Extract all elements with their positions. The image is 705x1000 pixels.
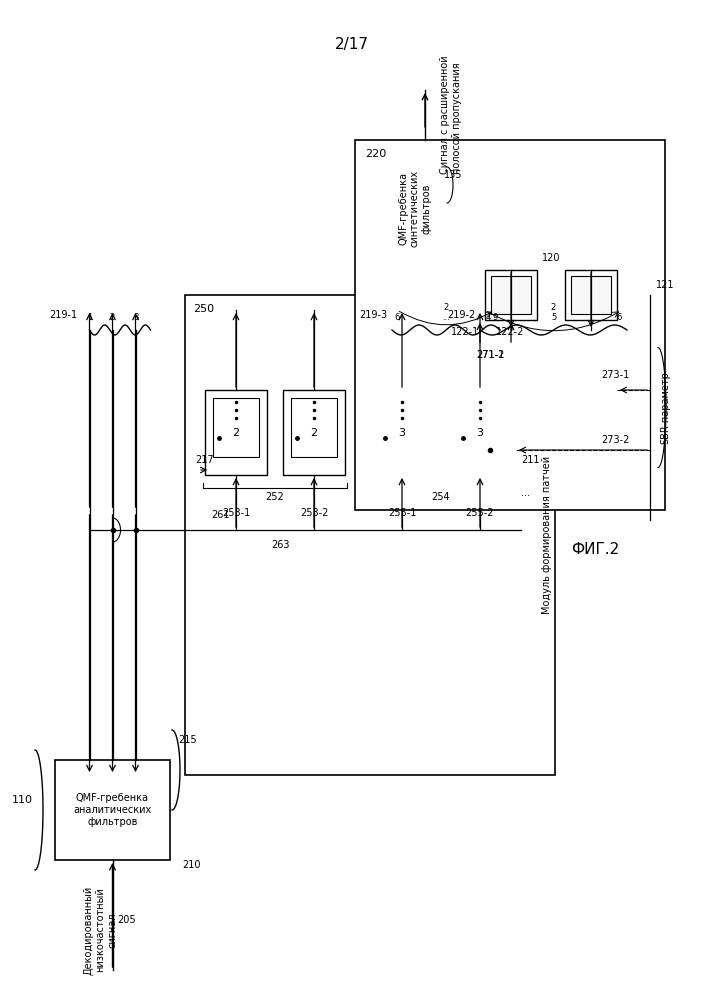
Text: 2: 2 bbox=[310, 428, 317, 438]
Text: 215: 215 bbox=[178, 735, 197, 745]
Bar bbox=[571, 276, 611, 314]
Text: 271-2: 271-2 bbox=[476, 350, 504, 360]
Bar bbox=[371, 390, 433, 475]
Text: 255-1: 255-1 bbox=[388, 508, 416, 518]
Bar bbox=[565, 270, 617, 320]
Text: 3: 3 bbox=[477, 428, 484, 438]
Text: QMF-гребенка
аналитических
фильтров: QMF-гребенка аналитических фильтров bbox=[73, 793, 152, 827]
Text: 2: 2 bbox=[110, 314, 115, 322]
Bar bbox=[379, 398, 425, 457]
Text: 220: 220 bbox=[365, 149, 386, 159]
Text: 122-2: 122-2 bbox=[496, 327, 525, 337]
Text: 2/17: 2/17 bbox=[335, 37, 369, 52]
Text: 255-2: 255-2 bbox=[466, 508, 494, 518]
Text: 2: 2 bbox=[443, 304, 448, 312]
Text: 3: 3 bbox=[133, 314, 138, 322]
Text: 120: 120 bbox=[541, 253, 560, 263]
Text: 135: 135 bbox=[443, 170, 462, 180]
Text: 273-2: 273-2 bbox=[601, 435, 630, 445]
Text: 5: 5 bbox=[551, 314, 556, 322]
Text: 6: 6 bbox=[616, 314, 622, 322]
Text: 219-3: 219-3 bbox=[359, 310, 387, 320]
Text: 205: 205 bbox=[117, 915, 136, 925]
Bar bbox=[185, 295, 555, 775]
Text: Сигнал с расширенной
полосой пропускания: Сигнал с расширенной полосой пропускания bbox=[440, 56, 462, 174]
Text: 253-2: 253-2 bbox=[300, 508, 329, 518]
Text: 217: 217 bbox=[195, 455, 214, 465]
Text: 121: 121 bbox=[656, 280, 674, 290]
Text: 219-1: 219-1 bbox=[49, 310, 78, 320]
Text: QMF-гребенка
синтетических
фильтров: QMF-гребенка синтетических фильтров bbox=[398, 170, 431, 247]
Bar bbox=[283, 390, 345, 475]
Text: 263: 263 bbox=[271, 540, 289, 550]
Text: 252: 252 bbox=[266, 492, 284, 502]
Text: 250: 250 bbox=[193, 304, 214, 314]
Text: 253-1: 253-1 bbox=[222, 508, 250, 518]
Text: 273-1: 273-1 bbox=[602, 370, 630, 380]
Text: ...: ... bbox=[442, 314, 450, 322]
Text: ФИГ.2: ФИГ.2 bbox=[571, 542, 619, 558]
Text: 6: 6 bbox=[394, 314, 400, 322]
Bar bbox=[205, 390, 267, 475]
Text: 9: 9 bbox=[492, 314, 498, 322]
Text: 2: 2 bbox=[233, 428, 240, 438]
Text: 210: 210 bbox=[182, 860, 200, 870]
Text: 3: 3 bbox=[398, 428, 405, 438]
Bar bbox=[449, 390, 511, 475]
Text: 219-2: 219-2 bbox=[447, 310, 475, 320]
Bar bbox=[213, 398, 259, 457]
Text: 4: 4 bbox=[485, 314, 491, 322]
Bar bbox=[55, 760, 170, 860]
Text: 271-1: 271-1 bbox=[476, 350, 504, 360]
Text: SBR-параметр: SBR-параметр bbox=[660, 371, 670, 444]
Text: 2: 2 bbox=[551, 304, 556, 312]
Bar bbox=[457, 398, 503, 457]
Text: Декодированный
низкочастотный
сигнал: Декодированный низкочастотный сигнал bbox=[84, 885, 117, 975]
Bar bbox=[355, 140, 665, 510]
Text: Модуль формирования патчей: Модуль формирования патчей bbox=[542, 456, 552, 614]
Text: 122-1: 122-1 bbox=[451, 327, 479, 337]
Bar bbox=[491, 276, 531, 314]
Text: 110: 110 bbox=[11, 795, 32, 805]
Text: 261: 261 bbox=[211, 510, 229, 520]
Text: 254: 254 bbox=[431, 492, 450, 502]
Text: 1: 1 bbox=[87, 314, 92, 322]
Bar bbox=[291, 398, 337, 457]
Text: ...: ... bbox=[522, 488, 530, 498]
Text: 211: 211 bbox=[521, 455, 539, 465]
Bar bbox=[485, 270, 537, 320]
